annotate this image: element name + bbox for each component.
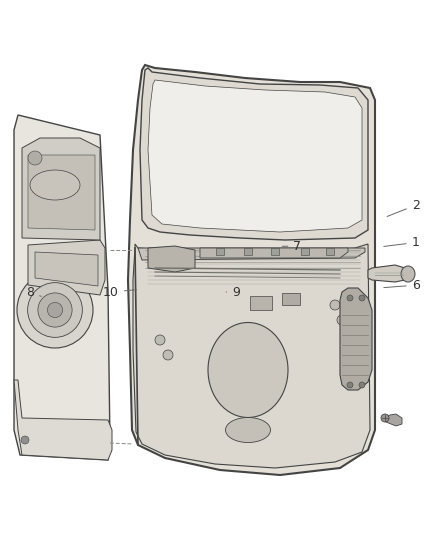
Polygon shape <box>14 380 112 460</box>
Bar <box>250 296 272 310</box>
Polygon shape <box>28 155 95 230</box>
Polygon shape <box>148 80 362 232</box>
Ellipse shape <box>381 414 389 422</box>
Circle shape <box>47 302 63 318</box>
Polygon shape <box>271 248 279 255</box>
Text: 2: 2 <box>387 199 420 216</box>
Text: 9: 9 <box>226 286 240 298</box>
Polygon shape <box>326 248 334 255</box>
Polygon shape <box>22 138 100 240</box>
Polygon shape <box>386 414 402 426</box>
Polygon shape <box>216 248 224 255</box>
Circle shape <box>163 350 173 360</box>
Circle shape <box>359 295 365 301</box>
Polygon shape <box>244 248 252 255</box>
Circle shape <box>347 295 353 301</box>
Text: 1: 1 <box>384 236 420 249</box>
Circle shape <box>155 335 165 345</box>
Polygon shape <box>133 244 370 468</box>
Ellipse shape <box>401 266 415 282</box>
Circle shape <box>337 315 347 325</box>
Text: 10: 10 <box>103 286 137 298</box>
Circle shape <box>359 382 365 388</box>
Circle shape <box>28 151 42 165</box>
Ellipse shape <box>208 322 288 417</box>
Polygon shape <box>140 68 368 240</box>
Polygon shape <box>28 240 105 295</box>
Polygon shape <box>301 248 309 255</box>
Text: 7: 7 <box>282 240 301 253</box>
Ellipse shape <box>226 417 271 442</box>
Polygon shape <box>35 252 98 286</box>
Circle shape <box>21 436 29 444</box>
Polygon shape <box>368 265 408 282</box>
Circle shape <box>17 272 93 348</box>
Text: 8: 8 <box>26 286 41 298</box>
Polygon shape <box>340 288 372 390</box>
Ellipse shape <box>30 170 80 200</box>
Bar <box>282 293 300 305</box>
Circle shape <box>28 282 82 337</box>
Polygon shape <box>138 248 365 260</box>
Circle shape <box>330 300 340 310</box>
Polygon shape <box>128 65 375 475</box>
Polygon shape <box>148 246 195 272</box>
Circle shape <box>347 382 353 388</box>
Polygon shape <box>14 115 110 460</box>
Polygon shape <box>200 248 348 258</box>
Text: 6: 6 <box>384 279 420 292</box>
Circle shape <box>38 293 72 327</box>
